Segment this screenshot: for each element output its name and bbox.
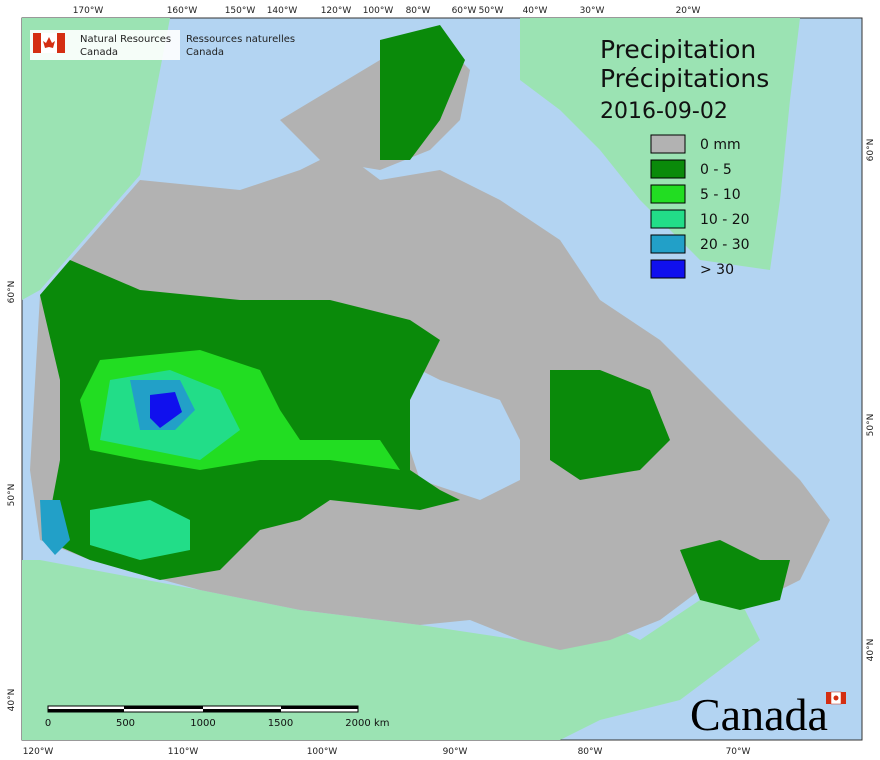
precip-over-30 [150,392,182,428]
precip-0-5-maritimes [680,540,790,610]
scale-label: 1000 [190,718,215,729]
scale-bar-seg [124,706,203,709]
graticule-bottom: 80°W [578,747,603,757]
scale-label: 1500 [268,718,293,729]
agency-en: Natural Resources [80,34,171,45]
precip-10-20-south [90,500,190,560]
graticule-top: 80°W [406,6,431,16]
graticule-top: 140°W [267,6,298,16]
graticule-top: 120°W [321,6,352,16]
agency-fr: Canada [186,47,224,58]
legend-label: 0 - 5 [700,162,732,178]
graticule-left: 50°N [7,484,17,507]
scale-bar-seg [48,709,124,712]
graticule-bottom: 70°W [726,747,751,757]
graticule-bottom: 100°W [307,747,338,757]
title-line: Precipitation [600,35,756,64]
legend-swatch [650,209,686,229]
scale-label: 500 [116,718,135,729]
scale-bar-seg [281,706,358,709]
legend-swatch [650,184,686,204]
legend-label: 10 - 20 [700,212,750,228]
title-date: 2016-09-02 [600,99,728,124]
graticule-right: 50°N [866,414,876,437]
map-frame [21,17,863,741]
legend-swatch [650,234,686,254]
graticule-top: 50°W [479,6,504,16]
alaska [22,18,170,300]
precip-0-5-labrador [550,370,670,480]
scale-label: 0 [45,718,51,729]
graticule-top: 160°W [167,6,198,16]
legend-swatch [650,159,686,179]
graticule-bottom: 120°W [23,747,54,757]
graticule-left: 40°N [7,689,17,712]
graticule-top: 150°W [225,6,256,16]
precip-0-5-arctic [380,25,465,160]
graticule-bottom: 110°W [168,747,199,757]
graticule-right: 60°N [866,139,876,162]
graticule-top: 30°W [580,6,605,16]
legend-swatch [650,134,686,154]
graticule-right: 40°N [866,639,876,662]
hudson-bay [400,360,520,500]
agency-en: Canada [80,47,118,58]
title-line: Précipitations [600,64,769,93]
legend-label: 20 - 30 [700,237,750,253]
scale-bar [47,705,359,713]
wordmark-flag [826,691,846,705]
graticule-top: 20°W [676,6,701,16]
legend-swatch [650,259,686,279]
agency-fr: Ressources naturelles [186,34,295,45]
scale-unit: km [374,718,390,729]
scale-bar-seg [203,709,281,712]
graticule-top: 40°W [523,6,548,16]
graticule-top: 100°W [363,6,394,16]
graticule-top: 170°W [73,6,104,16]
agency-flag [33,33,65,53]
united-states [22,560,760,740]
graticule-top: 60°W [452,6,477,16]
wordmark: Canada [690,689,828,740]
scale-label: 2000 [345,718,370,729]
precip-20-30-coast [40,500,70,555]
graticule-bottom: 90°W [443,747,468,757]
legend-label: 5 - 10 [700,187,741,203]
graticule-left: 60°N [7,281,17,304]
legend-label: > 30 [700,262,734,278]
legend-label: 0 mm [700,137,741,153]
